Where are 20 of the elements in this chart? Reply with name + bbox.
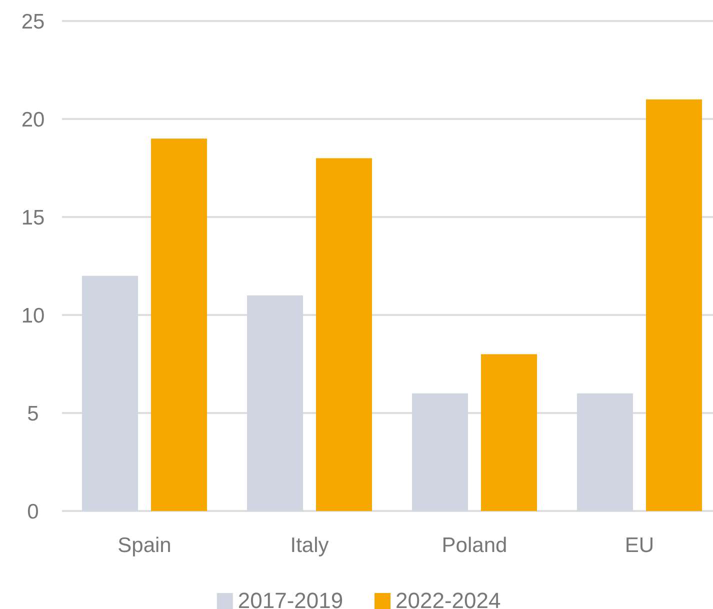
bar (480, 354, 537, 511)
y-tick-label: 25 (21, 10, 45, 34)
legend-label: 2017-2019 (238, 588, 344, 609)
legend-label: 2022-2024 (396, 588, 501, 609)
x-tick-label: Poland (442, 534, 508, 557)
bar (150, 138, 207, 511)
bar (247, 295, 304, 511)
y-tick-label: 5 (27, 402, 39, 426)
bar (412, 393, 468, 511)
y-tick-label: 10 (21, 304, 45, 328)
bar (577, 393, 634, 511)
x-tick-label: Italy (290, 534, 330, 557)
bar (646, 99, 702, 511)
x-tick-label: Spain (118, 534, 172, 557)
x-tick-label: EU (624, 534, 654, 557)
bar (316, 158, 372, 511)
y-tick-label: 15 (21, 206, 45, 230)
y-tick-label: 0 (27, 500, 39, 524)
bar (82, 276, 138, 511)
y-tick-label: 20 (21, 108, 45, 132)
